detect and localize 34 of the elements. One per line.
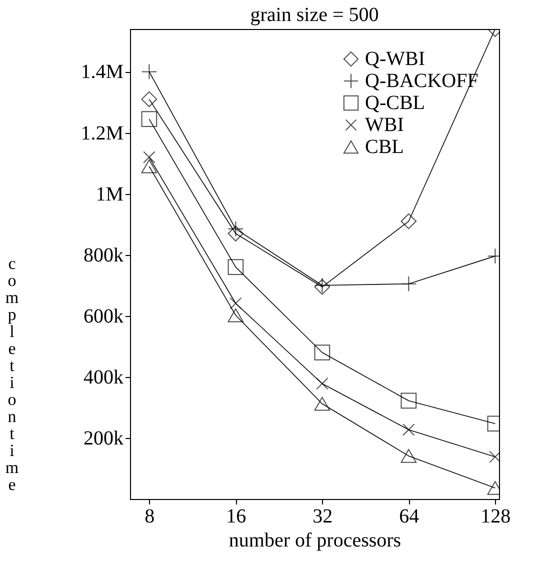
y-tick-label: 200k [84,427,124,450]
point [402,424,415,436]
point [314,396,330,411]
point [230,297,242,310]
point [400,449,417,463]
point [141,111,158,127]
y-tick-label: 600k [84,305,124,328]
legend-label: Q-WBI [365,48,425,70]
point [228,308,244,322]
legend-label: Q-CBL [365,92,425,114]
legend-label: WBI [365,114,404,136]
point [314,344,330,360]
point [143,151,156,164]
point [400,213,417,230]
x-tick-label: 128 [480,506,511,528]
point [228,259,244,275]
x-tick-label: 32 [312,506,333,528]
y-tick-label: 400k [84,366,124,388]
point [316,378,328,390]
text: completion time [5,254,19,494]
chart-title: grain size = 500 [250,4,379,26]
y-tick-label: 800k [84,244,124,266]
x-tick-label: 8 [144,506,155,528]
x-tick-label: 16 [226,506,246,528]
point [141,159,158,174]
point [141,91,158,108]
y-tick-label: 1M [96,183,124,206]
x-axis-title: number of processors [228,530,402,552]
point [228,226,244,242]
y-tick-label: 1.4M [80,61,124,84]
y-tick-label: 1.2M [80,122,124,144]
x-tick-label: 64 [399,506,420,528]
legend-label: CBL [365,136,404,158]
point [400,392,417,409]
